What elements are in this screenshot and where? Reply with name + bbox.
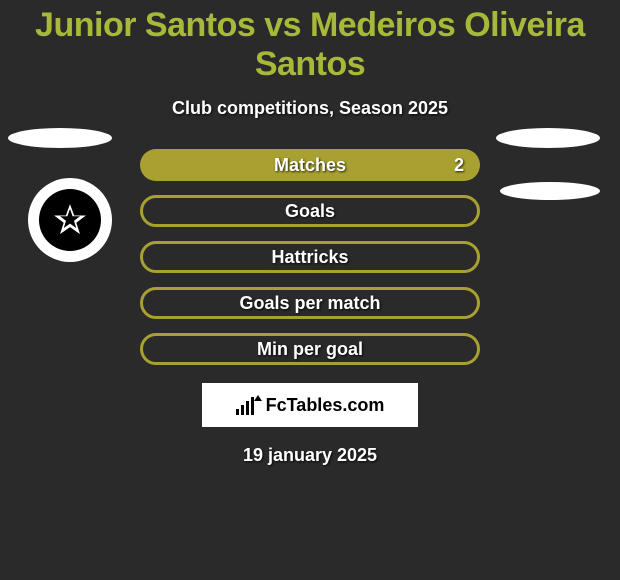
stat-label: Hattricks — [271, 247, 348, 268]
decoration-ellipse-left-1 — [8, 128, 112, 148]
subtitle: Club competitions, Season 2025 — [0, 98, 620, 119]
stat-bar-min-per-goal: Min per goal — [140, 333, 480, 365]
brand-logo-box: FcTables.com — [202, 383, 418, 427]
player1-name: Junior Santos — [35, 6, 255, 44]
stat-label: Goals per match — [239, 293, 380, 314]
decoration-ellipse-right-1 — [496, 128, 600, 148]
page-title: Junior Santos vs Medeiros Oliveira Santo… — [0, 0, 620, 84]
stat-value: 2 — [454, 155, 464, 176]
stat-label: Matches — [274, 155, 346, 176]
badge-outer-circle — [28, 178, 112, 262]
brand-name: FcTables.com — [266, 395, 385, 416]
stat-bar-matches: Matches 2 — [140, 149, 480, 181]
star-icon — [50, 200, 90, 240]
chart-icon — [236, 395, 262, 415]
team-badge-left — [28, 178, 112, 262]
badge-inner-circle — [39, 189, 101, 251]
vs-text: vs — [264, 6, 301, 44]
stat-bar-goals: Goals — [140, 195, 480, 227]
stat-label: Min per goal — [257, 339, 363, 360]
player2-name: Medeiros Oliveira Santos — [255, 6, 585, 83]
stat-bar-goals-per-match: Goals per match — [140, 287, 480, 319]
date-text: 19 january 2025 — [0, 445, 620, 466]
stat-bar-hattricks: Hattricks — [140, 241, 480, 273]
decoration-ellipse-right-2 — [500, 182, 600, 200]
stat-label: Goals — [285, 201, 335, 222]
